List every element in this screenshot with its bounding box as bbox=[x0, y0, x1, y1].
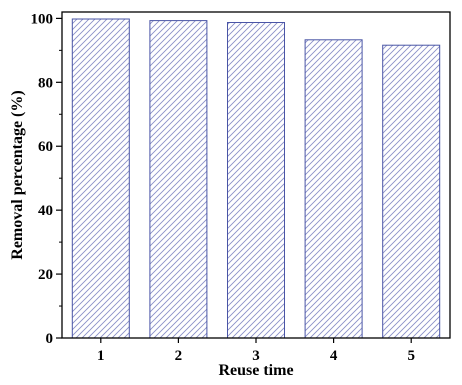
y-axis-title: Removal percentage (%) bbox=[9, 90, 26, 259]
y-tick-label-20: 20 bbox=[38, 267, 53, 283]
x-axis-title: Reuse time bbox=[218, 362, 293, 379]
y-tick-label-100: 100 bbox=[31, 11, 54, 27]
bars-layer bbox=[71, 18, 441, 339]
bar-reuse-3 bbox=[227, 22, 285, 339]
x-tick-label-3: 3 bbox=[252, 348, 260, 364]
x-tick-label-5: 5 bbox=[407, 348, 415, 364]
plot-frame bbox=[61, 11, 451, 339]
y-tick-label-60: 60 bbox=[38, 139, 53, 155]
axes-layer bbox=[56, 11, 451, 343]
bar-reuse-1 bbox=[71, 18, 130, 339]
bar-reuse-4 bbox=[304, 39, 363, 339]
bar-reuse-5 bbox=[382, 44, 441, 339]
y-tick-label-0: 0 bbox=[46, 331, 54, 347]
bar-reuse-2 bbox=[149, 20, 208, 339]
y-tick-label-40: 40 bbox=[38, 203, 53, 219]
y-tick-label-80: 80 bbox=[38, 75, 53, 91]
labels-layer: Reuse time Removal percentage (%) 1 2 3 4 5 0… bbox=[9, 11, 415, 379]
x-tick-label-1: 1 bbox=[97, 348, 105, 364]
x-tick-label-4: 4 bbox=[330, 348, 338, 364]
x-tick-label-2: 2 bbox=[175, 348, 183, 364]
